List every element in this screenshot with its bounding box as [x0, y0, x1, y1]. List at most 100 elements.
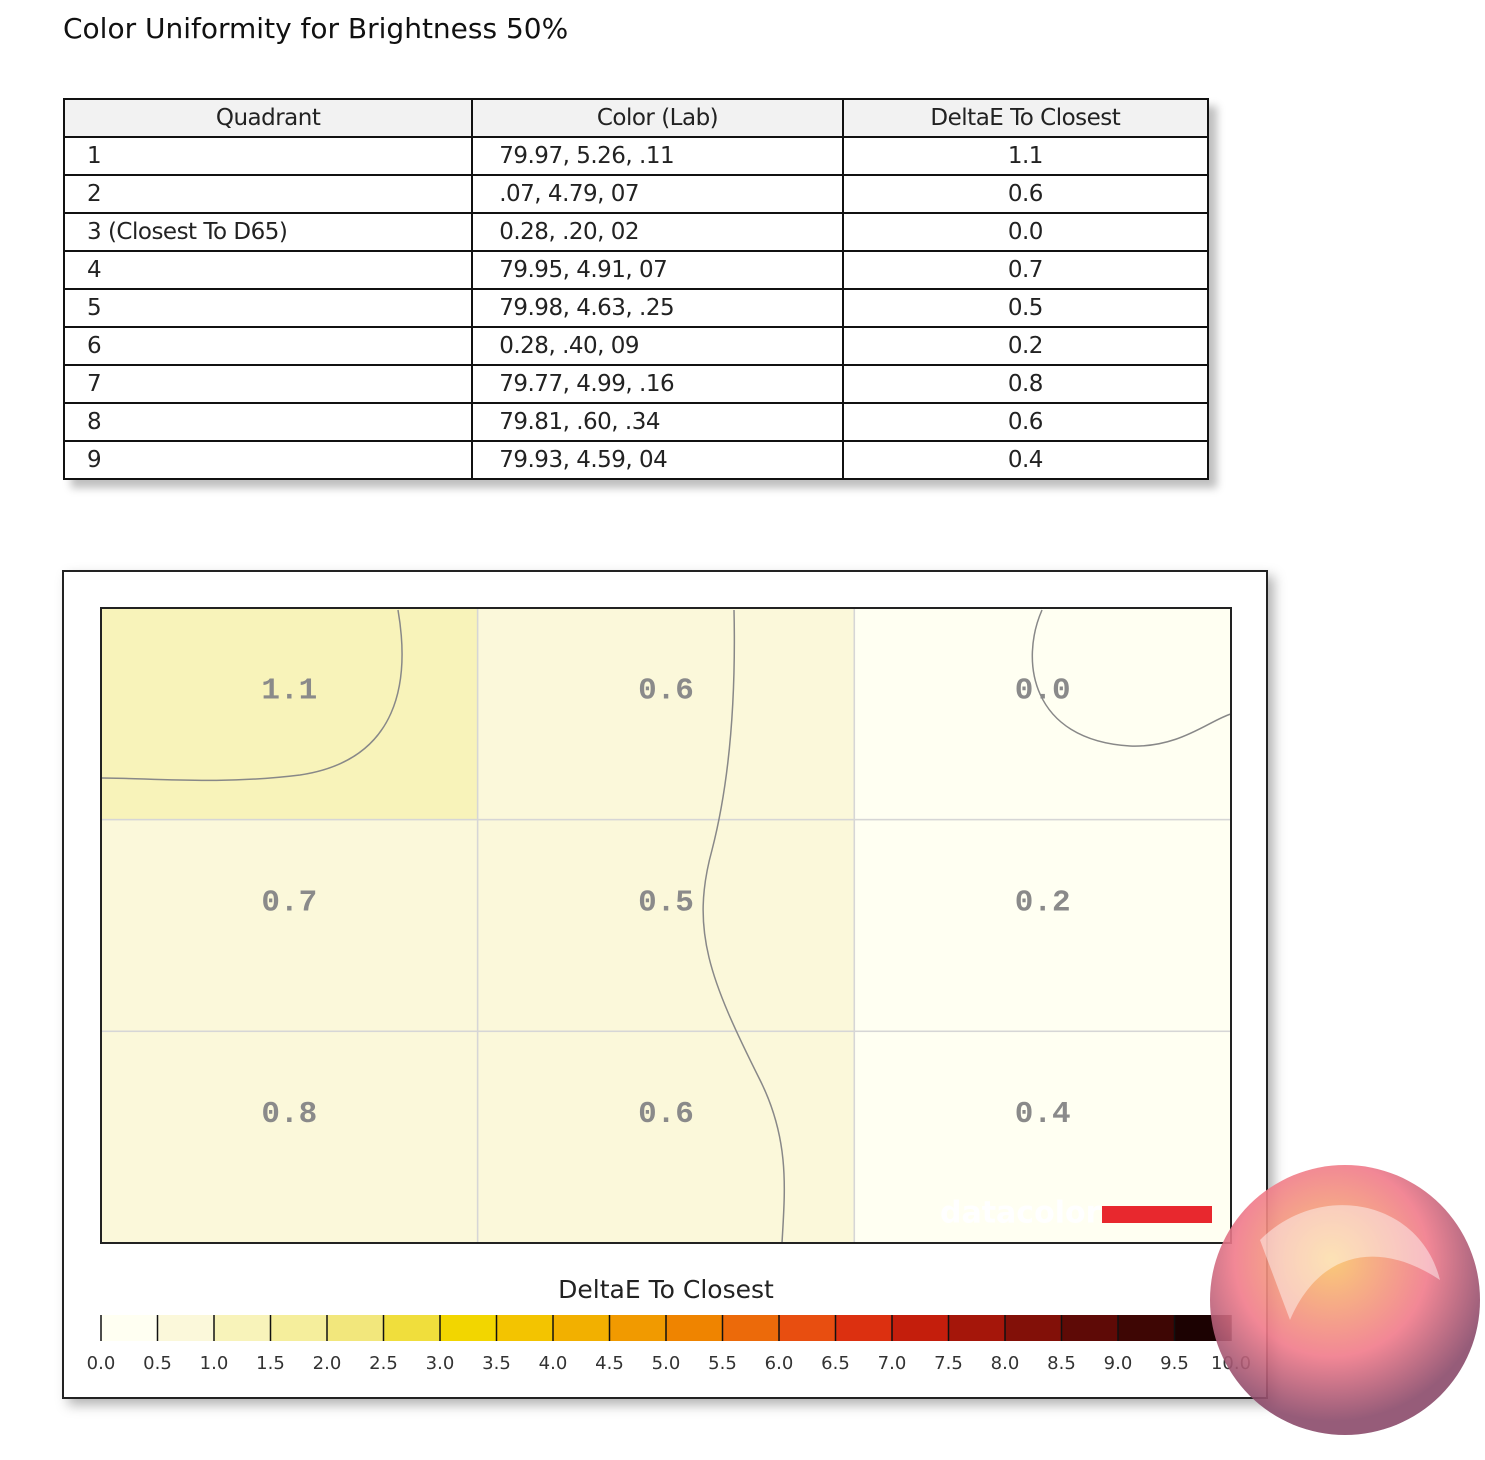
table-cell: 0.28, .40, 09	[471, 326, 844, 366]
colorbar-tick-label: 9.5	[1160, 1353, 1189, 1374]
colorbar-segment	[609, 1315, 666, 1341]
table-cell: 79.98, 4.63, .25	[471, 288, 844, 328]
table-cell: 9	[62, 440, 474, 480]
colorbar-tick-label: 9.0	[1104, 1353, 1133, 1374]
colorbar-segment	[553, 1315, 610, 1341]
table-row: 7 79.77, 4.99, .16 0.8	[62, 364, 1210, 404]
colorbar-tick-label: 2.0	[313, 1353, 342, 1374]
colorbar-tick-label: 5.5	[708, 1353, 737, 1374]
colorbar-segment	[101, 1315, 158, 1341]
colorbar-segment	[1005, 1315, 1062, 1341]
watermark: datacolor	[940, 1196, 1101, 1231]
colorbar-tick-label: 8.5	[1047, 1353, 1076, 1374]
logo	[1210, 1165, 1480, 1435]
colorbar-tick-label: 0.0	[87, 1353, 116, 1374]
table-cell: 6	[62, 326, 474, 366]
logo-swirl	[1260, 1205, 1440, 1320]
table-cell: 3 (Closest To D65)	[62, 212, 474, 252]
table-body: 1 79.97, 5.26, .11 1.1 2.07, 4.79, 07 0.6 3 (…	[62, 136, 1210, 480]
colorbar-tick-label: 5.0	[652, 1353, 681, 1374]
table-cell: 1.1	[841, 136, 1210, 176]
table-cell: 1	[62, 136, 474, 176]
heatmap-cell	[476, 818, 856, 1033]
colorbar-segment	[157, 1315, 214, 1341]
cell-label: 1.1	[261, 674, 317, 709]
cell-label: 0.5	[638, 885, 694, 920]
table-cell: 79.77, 4.99, .16	[471, 364, 844, 404]
table-cell: 0.6	[841, 174, 1210, 214]
table-row: 9 79.93, 4.59, 04 0.4	[62, 440, 1210, 480]
table-cell: 0.6	[841, 402, 1210, 442]
table-cell: 0.2	[841, 326, 1210, 366]
table-cell: 0.7	[841, 250, 1210, 290]
colorbar-segment	[1118, 1315, 1175, 1341]
colorbar-tick-label: 1.5	[256, 1353, 285, 1374]
table-cell: 7	[62, 364, 474, 404]
cell-label: 0.4	[1015, 1097, 1071, 1132]
page-title: Color Uniformity for Brightness 50%	[63, 12, 569, 45]
colorbar-tick-label: 2.5	[369, 1353, 398, 1374]
colorbar-segment	[270, 1315, 327, 1341]
colorbar-title: DeltaE To Closest	[558, 1275, 774, 1304]
table-row: 4 79.95, 4.91, 07 0.7	[62, 250, 1210, 290]
table-cell: 0.28, .20, 02	[471, 212, 844, 252]
cell-label: 0.7	[261, 885, 317, 920]
plot-border	[100, 607, 1232, 1244]
colorbar-segment	[1061, 1315, 1118, 1341]
cell-label: 0.6	[638, 674, 694, 709]
table-cell: 4	[62, 250, 474, 290]
table-row: 3 (Closest To D65) 0.28, .20, 02 0.0	[62, 212, 1210, 252]
table-cell: 8	[62, 402, 474, 442]
colorbar-tick-label: 4.0	[539, 1353, 568, 1374]
table-header: Quadrant Color (Lab) DeltaE To Closest	[62, 98, 1210, 138]
contour-line	[101, 609, 403, 782]
table-cell: 2	[62, 174, 474, 214]
table-cell: 5	[62, 288, 474, 328]
table-row: 5 79.98, 4.63, .25 0.5	[62, 288, 1210, 328]
cell-label: 0.2	[1015, 885, 1071, 920]
colorbar-tick-label: 3.5	[482, 1353, 511, 1374]
colorbar-tick-label: 7.0	[878, 1353, 907, 1374]
table-cell: 79.97, 5.26, .11	[471, 136, 844, 176]
table-cell: 79.81, .60, .34	[471, 402, 844, 442]
table-row: 6 0.28, .40, 09 0.2	[62, 326, 1210, 366]
table-cell: 79.93, 4.59, 04	[471, 440, 844, 480]
colorbar-segment	[779, 1315, 836, 1341]
cell-label: 0.0	[1015, 674, 1071, 709]
table-cell: 0.0	[841, 212, 1210, 252]
cell-label: 0.8	[261, 1097, 317, 1132]
contour-line	[1031, 609, 1232, 747]
watermark-bar	[1102, 1206, 1212, 1223]
colorbar-segment	[722, 1315, 779, 1341]
heatmap-cell	[100, 818, 479, 1033]
colorbar-tick-label: 1.0	[200, 1353, 229, 1374]
colorbar-tick-label: 3.0	[426, 1353, 455, 1374]
heatmap-cell	[100, 1030, 479, 1244]
heatmap-cell	[853, 818, 1232, 1033]
colorbar-tick-label: 4.5	[595, 1353, 624, 1374]
table-cell: 0.4	[841, 440, 1210, 480]
table-row: 1 79.97, 5.26, .11 1.1	[62, 136, 1210, 176]
colorbar-segment	[327, 1315, 384, 1341]
heatmap-cell	[100, 607, 479, 821]
colorbar-segment	[440, 1315, 497, 1341]
column-header: Color (Lab)	[471, 98, 844, 138]
colorbar-segment	[496, 1315, 553, 1341]
contour-line	[702, 609, 786, 1244]
heatmap-cell	[853, 607, 1232, 821]
cell-label: 0.6	[638, 1097, 694, 1132]
data-table: Quadrant Color (Lab) DeltaE To Closest 1 79.…	[62, 98, 1210, 480]
colorbar-segment	[666, 1315, 723, 1341]
heatmap-cell	[476, 607, 856, 821]
colorbar-segment	[892, 1315, 949, 1341]
table-row: 2.07, 4.79, 07 0.6	[62, 174, 1210, 214]
colorbar-segment	[383, 1315, 440, 1341]
heatmap-cell	[476, 1030, 856, 1244]
colorbar-tick-label: 8.0	[991, 1353, 1020, 1374]
colorbar-tick-label: 6.5	[821, 1353, 850, 1374]
table-cell: .07, 4.79, 07	[471, 174, 844, 214]
colorbar-tick-label: 7.5	[934, 1353, 963, 1374]
colorbar-tick-label: 6.0	[765, 1353, 794, 1374]
table-cell: 0.8	[841, 364, 1210, 404]
